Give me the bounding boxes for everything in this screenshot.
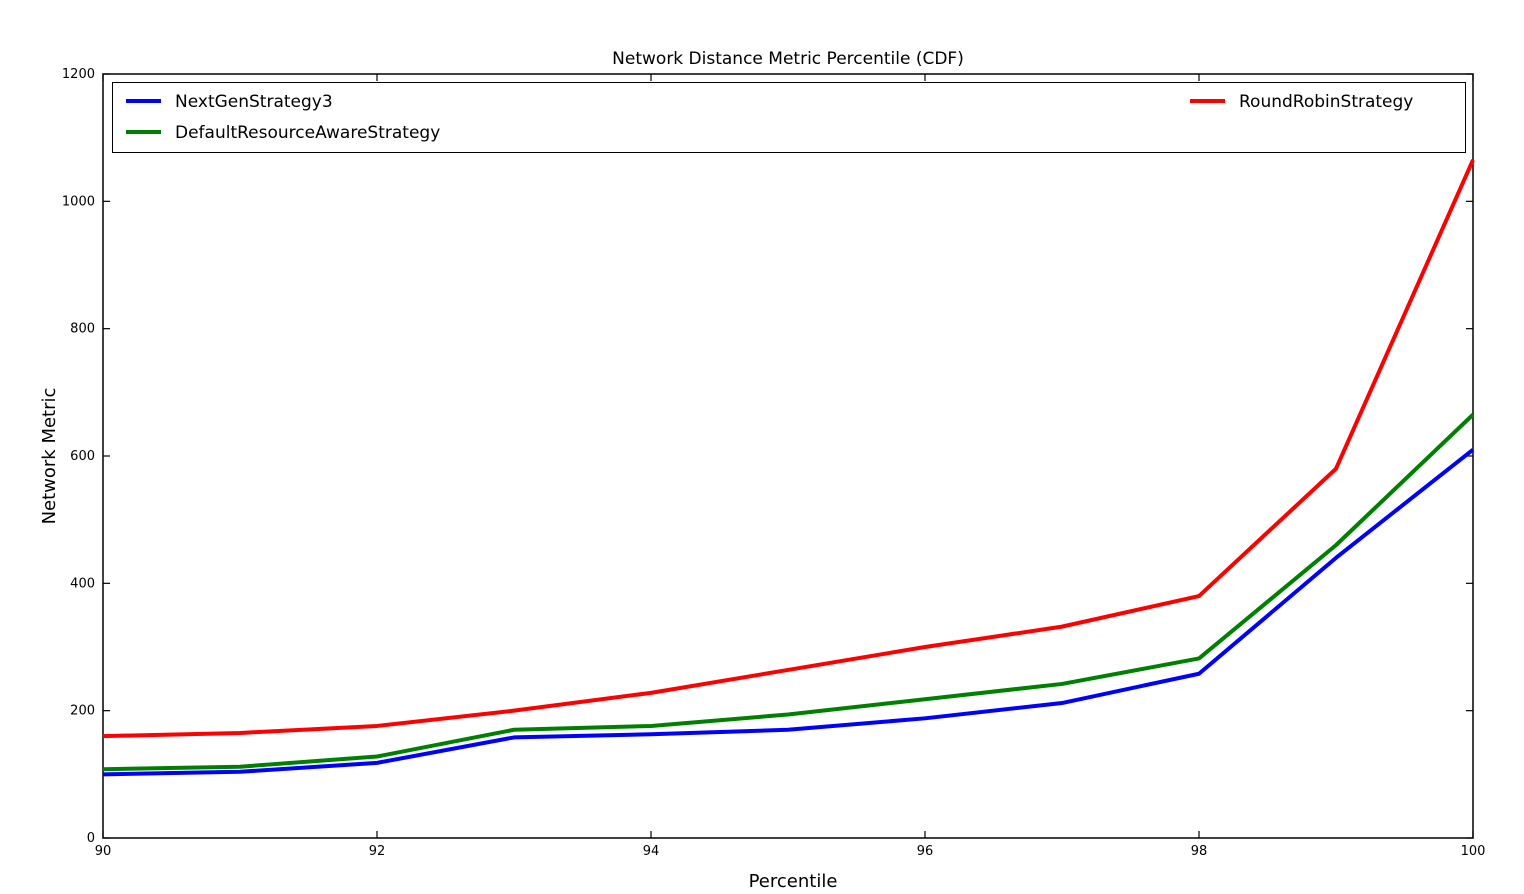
- y-tick-labels: 0 200 400 600 800 1000 1200: [62, 67, 95, 846]
- x-tick-labels: 90 92 94 96 98 100: [95, 844, 1486, 859]
- legend: NextGenStrategy3 DefaultResourceAwareStr…: [112, 82, 1466, 153]
- series-line-defaultresourceawarestrategy: [102, 413, 1475, 772]
- y-axis-label: Network Metric: [39, 388, 60, 525]
- y-tick-label: 1000: [62, 194, 95, 209]
- x-tick-label: 92: [369, 844, 386, 859]
- legend-label-nextgenstrategy3: NextGenStrategy3: [175, 92, 333, 112]
- x-tick-label: 94: [643, 844, 660, 859]
- series-line-nextgenstrategy3: [102, 448, 1475, 777]
- x-axis-label: Percentile: [749, 871, 838, 892]
- x-tick-label: 98: [1191, 844, 1208, 859]
- axis-ticks: [102, 73, 1474, 839]
- legend-box: [112, 82, 1466, 153]
- x-tick-label: 96: [917, 844, 934, 859]
- legend-label-defaultresourceawarestrategy: DefaultResourceAwareStrategy: [175, 123, 440, 143]
- y-tick-label: 400: [70, 576, 95, 591]
- x-tick-label: 90: [95, 844, 112, 859]
- y-tick-label: 1200: [62, 67, 95, 82]
- x-tick-label: 100: [1461, 844, 1486, 859]
- y-tick-label: 200: [70, 704, 95, 719]
- chart-title: Network Distance Metric Percentile (CDF): [612, 49, 964, 69]
- series-lines: [102, 159, 1475, 777]
- series-line-roundrobinstrategy: [102, 159, 1475, 739]
- y-tick-label: 0: [87, 831, 95, 846]
- y-tick-label: 800: [70, 322, 95, 337]
- plot-area-border: [102, 73, 1474, 839]
- y-tick-label: 600: [70, 449, 95, 464]
- legend-label-roundrobinstrategy: RoundRobinStrategy: [1239, 92, 1413, 112]
